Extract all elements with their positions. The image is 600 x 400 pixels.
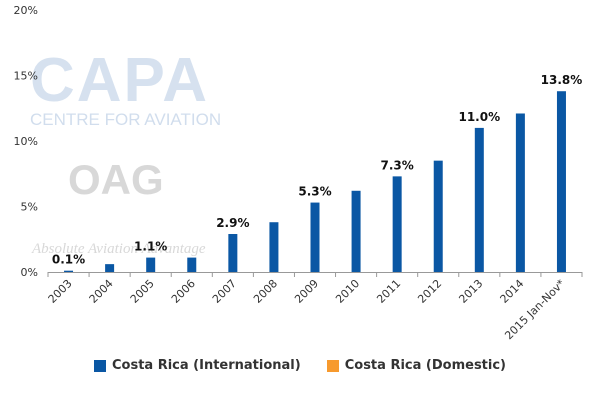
y-tick-label: 5%: [21, 201, 38, 214]
data-label: 11.0%: [458, 110, 500, 124]
legend-item-domestic[interactable]: Costa Rica (Domestic): [326, 358, 506, 373]
legend-label-international: Costa Rica (International): [111, 358, 301, 373]
legend-item-international[interactable]: Costa Rica (International): [93, 358, 301, 373]
x-tick-label: 2004: [87, 277, 116, 306]
legend-swatch-domestic: [326, 359, 339, 372]
bar-international: [474, 127, 484, 273]
x-tick-label: 2014: [498, 277, 527, 306]
legend: Costa Rica (International) Costa Rica (D…: [0, 358, 600, 373]
legend-label-domestic: Costa Rica (Domestic): [344, 358, 506, 373]
x-tick-label: 2003: [46, 277, 75, 306]
x-tick-label: 2009: [292, 277, 321, 306]
x-tick-label: 2011: [374, 277, 403, 306]
data-label: 0.1%: [52, 253, 85, 267]
x-tick-label: 2006: [169, 277, 198, 306]
y-tick-label: 20%: [14, 4, 38, 17]
bar-international: [269, 222, 279, 272]
bar-chart: 0% 5% 10% 15% 20% 2003 2004 2005 2006 2007 2008 200…: [14, 4, 583, 342]
x-tick-label: 2013: [456, 277, 485, 306]
legend-swatch-international: [93, 359, 106, 372]
data-label: 7.3%: [381, 158, 414, 172]
data-label: 2.9%: [216, 216, 249, 230]
x-tick-label: 2012: [415, 277, 444, 306]
x-tick-label: 2007: [210, 277, 239, 306]
bar-international: [433, 160, 443, 272]
x-tick-label: 2010: [333, 277, 362, 306]
bar-international: [187, 257, 197, 272]
bar-international: [310, 202, 320, 272]
data-label: 5.3%: [298, 185, 331, 199]
bar-international: [105, 264, 115, 272]
bar-international: [64, 270, 74, 272]
data-label: 13.8%: [541, 73, 583, 87]
bar-international: [392, 176, 402, 272]
x-tick-label: 2005: [128, 277, 157, 306]
bar-international: [228, 234, 238, 272]
bar-international: [351, 190, 361, 272]
bar-international: [515, 113, 525, 273]
y-tick-label: 15%: [14, 70, 38, 83]
bar-international: [556, 91, 566, 272]
data-label: 1.1%: [134, 240, 167, 254]
bar-international: [146, 257, 156, 272]
y-tick-label: 0%: [21, 266, 38, 279]
y-tick-label: 10%: [14, 135, 38, 148]
x-tick-label: 2008: [251, 277, 280, 306]
